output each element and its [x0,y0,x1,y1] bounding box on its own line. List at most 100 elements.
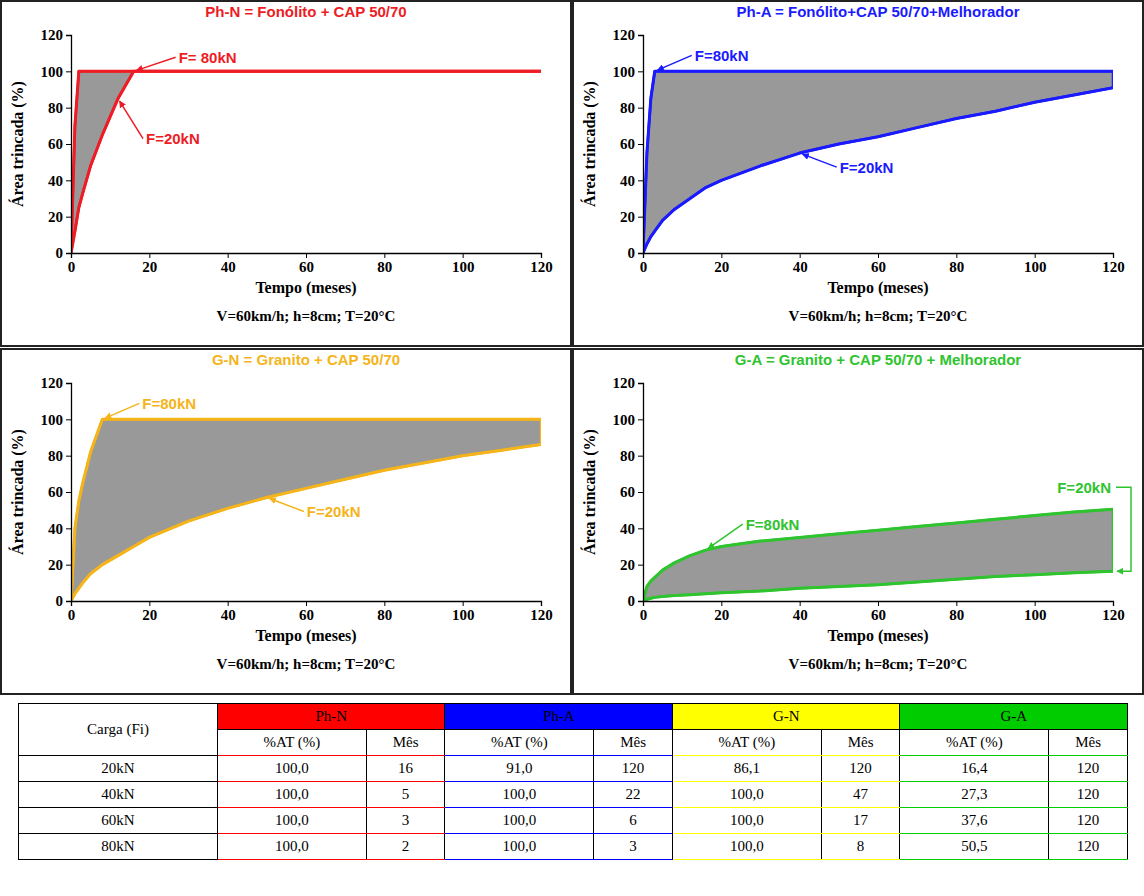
tick: 40 [793,601,808,623]
table-cell: 120 [1049,834,1128,860]
table-cell: 100,0 [218,808,367,834]
tick: 20 [620,209,643,225]
tick-mark [638,528,643,529]
table-cell: 91,0 [445,756,594,782]
header-cell: Carga (Fi) [19,704,218,756]
x-axis-title: Tempo (meses) [827,627,928,645]
tick-mark [463,601,464,606]
series-annotation: F=80kN [142,395,196,412]
tick: 20 [714,601,729,623]
header-row: Carga (Fi)Ph-NPh-AG-NG-A [19,704,1128,730]
y-axis: 0 20 40 60 80 100 120 [613,27,644,261]
subheader-cell: %AT (%) [672,730,821,756]
tick-label: 0 [56,593,64,609]
tick-mark [66,383,71,384]
annotation-arrow [270,499,304,512]
series-line [643,71,1113,253]
table-row: 20kN100,01691,012086,112016,4120 [19,756,1128,782]
subtitle: V=60km/h; h=8cm; T=20°C [789,308,968,324]
x-axis: 020406080100120 [640,601,1125,623]
tick-mark [956,253,957,258]
series-annotation: F=80kN [746,516,800,533]
tick-label: 40 [221,259,236,275]
plot: 020406080100120020406080100120F=80kNF=20… [613,375,1132,622]
x-axis: 020406080100120 [68,601,553,623]
panels: Ph-N = Fonólito + CAP 50/700204060801001… [0,0,1144,700]
tick: 100 [613,64,644,80]
tick-mark [638,383,643,384]
tick: 120 [613,27,644,43]
table-cell: 100,0 [672,808,821,834]
tick-label: 40 [793,607,808,623]
cracked-area [643,509,1113,601]
tick: 0 [640,601,648,623]
results-table: Carga (Fi)Ph-NPh-AG-NG-A%AT (%)Mês%AT (%… [18,703,1128,860]
tick-label: 0 [68,259,76,275]
tick: 20 [620,557,643,573]
panel-frame [573,349,1143,694]
subheader-cell: Mês [821,730,900,756]
tick: 20 [142,601,157,623]
tick: 0 [628,245,644,261]
annotation-arrow [105,403,139,418]
table-row: 80kN100,02100,03100,0850,5120 [19,834,1128,860]
table-cell: 120 [1049,756,1128,782]
tick-mark [66,35,71,36]
tick: 20 [48,209,71,225]
subheader-cell: Mês [1049,730,1128,756]
tick-label: 0 [628,245,636,261]
table-cell: 120 [1049,808,1128,834]
tick-label: 80 [48,448,63,464]
tick-label: 100 [41,64,64,80]
tick: 0 [68,253,76,275]
subheader-cell: Mês [594,730,673,756]
annotation-arrow [802,154,836,167]
tick-label: 20 [620,209,635,225]
tick: 0 [56,245,72,261]
group-header: G-A [900,704,1128,730]
tick: 120 [530,601,553,623]
tick-label: 80 [620,100,635,116]
tick-mark [721,253,722,258]
table-cell: 100,0 [445,782,594,808]
tick-mark [66,456,71,457]
tick-mark [800,601,801,606]
panel: Ph-A = Fonólito+CAP 50/70+Melhorador0204… [573,1,1143,346]
tick-mark [66,565,71,566]
table-cell: 100,0 [218,834,367,860]
tick-mark [66,419,71,420]
annotations: F=80kNF=20kN [105,395,361,520]
tick: 80 [620,448,643,464]
tick-mark [66,71,71,72]
marks [643,509,1113,601]
axis-line [644,254,1114,259]
tick-label: 20 [142,607,157,623]
tick: 80 [620,100,643,116]
table-cell: 40kN [19,782,218,808]
y-axis-title: Área trincada (%) [8,429,27,555]
table-cell: 3 [366,808,445,834]
tick-label: 100 [613,412,636,428]
cracked-area [643,71,1113,253]
tick-mark [228,601,229,606]
table-cell: 20kN [19,756,218,782]
tick: 0 [68,601,76,623]
tick: 40 [620,173,643,189]
tick-mark [1113,601,1114,606]
tick-mark [638,108,643,109]
tick-mark [306,601,307,606]
tick: 100 [613,412,644,428]
tick: 80 [48,448,71,464]
tick-label: 60 [620,136,635,152]
table-cell: 22 [594,782,673,808]
x-axis-title: Tempo (meses) [255,279,356,297]
tick-label: 20 [714,607,729,623]
marks [643,71,1113,253]
x-axis-title: Tempo (meses) [255,627,356,645]
subheader-cell: %AT (%) [218,730,367,756]
annotations: F= 80kNF=20kN [120,49,237,147]
tick-label: 80 [48,100,63,116]
tick-label: 120 [530,259,553,275]
tick-label: 100 [1024,607,1047,623]
tick-label: 80 [949,259,964,275]
